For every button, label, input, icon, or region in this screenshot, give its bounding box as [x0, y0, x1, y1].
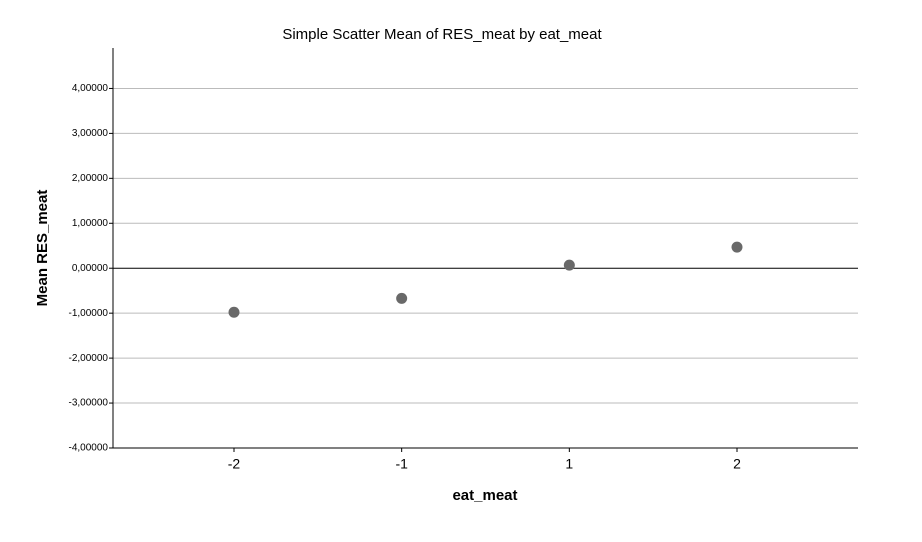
point: [563, 259, 575, 271]
x-tick-label: -1: [395, 456, 408, 472]
point: [396, 292, 408, 304]
y-axis-label: Mean RES_meat: [34, 190, 51, 307]
y-tick-label: 0,00000: [72, 263, 109, 274]
x-tick-label: 2: [733, 456, 741, 472]
x-tick-label: 1: [565, 456, 573, 472]
y-tick-label: -4,00000: [69, 443, 109, 454]
y-tick-label: 1,00000: [72, 218, 109, 229]
x-axis-label: eat_meat: [452, 487, 517, 504]
chart-title: Simple Scatter Mean of RES_meat by eat_m…: [282, 26, 602, 43]
y-tick-label: -2,00000: [69, 353, 109, 364]
y-tick-label: 4,00000: [72, 83, 109, 94]
y-tick-label: 3,00000: [72, 128, 109, 139]
point: [731, 241, 743, 253]
y-tick-label: -1,00000: [69, 308, 109, 319]
y-tick-label: -3,00000: [69, 398, 109, 409]
y-tick-label: 2,00000: [72, 173, 109, 184]
point: [228, 306, 240, 318]
x-tick-label: -2: [228, 456, 241, 472]
